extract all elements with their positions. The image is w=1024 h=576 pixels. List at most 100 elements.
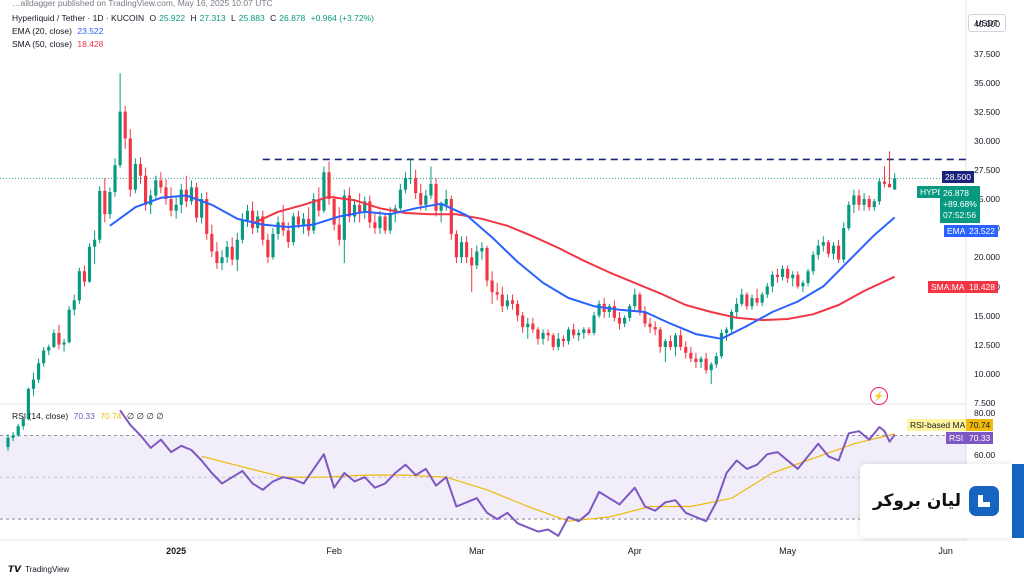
price-tick-label: 35.000 xyxy=(974,77,1000,88)
resistance-level-tag: 28.500 xyxy=(942,171,974,183)
candle-body xyxy=(230,246,234,260)
candle-body xyxy=(847,204,851,229)
open-label: O xyxy=(149,13,157,23)
candle-body xyxy=(475,251,479,266)
candle-body xyxy=(215,251,219,264)
candle-body xyxy=(877,181,881,202)
price-tick-label: 32.500 xyxy=(974,106,1000,117)
rsi-legend-empty-values: ∅ ∅ ∅ ∅ xyxy=(126,411,164,421)
symbol-title[interactable]: Hyperliquid / Tether · 1D · KUCOIN xyxy=(12,13,145,23)
candle-body xyxy=(133,164,137,190)
candle-body xyxy=(643,311,647,324)
candle-body xyxy=(419,193,423,205)
rsi-legend[interactable]: RSI (14, close) 70.33 70.74 ∅ ∅ ∅ ∅ xyxy=(12,410,167,422)
candle-body xyxy=(837,245,841,260)
candle-body xyxy=(480,247,484,252)
candle-body xyxy=(291,216,295,243)
last-price-tag: 26.878 +89.68% 07:52:56 xyxy=(940,186,980,223)
candle-body xyxy=(673,335,678,347)
candle-body xyxy=(755,298,759,303)
candle-body xyxy=(719,332,723,357)
publisher-line: …alldagger published on TradingView.com,… xyxy=(12,0,273,8)
candle-body xyxy=(6,437,10,448)
candle-body xyxy=(337,224,341,240)
candle-body xyxy=(154,180,158,196)
candle-body xyxy=(159,180,163,188)
rsi-ma-line xyxy=(201,433,895,522)
broker-watermark: لیان بروکر xyxy=(860,464,1012,538)
candle-body xyxy=(36,363,41,380)
candle-body xyxy=(164,187,168,200)
candle-body xyxy=(87,246,92,282)
currency-selector[interactable]: USDT xyxy=(968,14,1006,32)
lightning-icon[interactable]: ⚡ xyxy=(870,387,888,405)
candle-body xyxy=(434,183,438,211)
candle-body xyxy=(123,111,127,139)
candle-body xyxy=(424,195,428,205)
candle-body xyxy=(831,245,836,254)
time-tick-label: Apr xyxy=(627,546,642,556)
candle-body xyxy=(352,204,357,217)
time-tick-label: Feb xyxy=(326,546,342,556)
candle-body xyxy=(225,246,229,258)
rsi-tick-label: 60.00 xyxy=(974,450,996,461)
candle-body xyxy=(220,257,224,264)
candle-body xyxy=(740,294,744,304)
ohlc-legend: Hyperliquid / Tether · 1D · KUCOIN O 25.9… xyxy=(12,12,377,24)
ema-legend-value: 23.522 xyxy=(77,26,104,36)
candle-body xyxy=(52,332,56,347)
candle-body xyxy=(684,346,688,353)
high-label: H xyxy=(190,13,197,23)
candle-body xyxy=(786,268,790,279)
candle-body xyxy=(521,315,525,328)
broker-accent-strip xyxy=(1012,464,1024,538)
price-tick-label: 15.000 xyxy=(974,310,1000,321)
candle-body xyxy=(174,204,178,211)
candle-body xyxy=(648,323,652,328)
open-value: 25.922 xyxy=(159,13,186,23)
candle-body xyxy=(31,379,36,389)
candle-body xyxy=(470,257,474,266)
candle-body xyxy=(515,303,520,316)
candle-body xyxy=(775,274,780,278)
last-price: 26.878 xyxy=(943,188,969,198)
price-tick-label: 40.000 xyxy=(974,19,1000,30)
candle-body xyxy=(582,329,586,333)
candle-body xyxy=(694,358,698,363)
candle-body xyxy=(342,195,346,240)
candle-body xyxy=(62,342,66,345)
candle-body xyxy=(42,350,46,364)
rsi-line xyxy=(119,409,896,537)
low-label: L xyxy=(231,13,236,23)
candle-body xyxy=(816,245,820,255)
price-tick-label: 12.500 xyxy=(974,339,1000,350)
candle-body xyxy=(679,335,683,347)
candle-body xyxy=(429,183,433,196)
candle-body xyxy=(72,300,76,310)
candle-body xyxy=(577,332,581,336)
candle-body xyxy=(770,274,774,287)
time-tick-label: 2025 xyxy=(166,546,187,556)
candle-body xyxy=(745,294,749,307)
ema-legend[interactable]: EMA (20, close) 23.522 xyxy=(12,25,106,37)
time-tick-label: May xyxy=(779,546,797,556)
candle-body xyxy=(93,239,97,247)
sma-legend[interactable]: SMA (50, close) 18.428 xyxy=(12,38,106,50)
candle-body xyxy=(597,303,601,316)
candle-body xyxy=(200,199,204,218)
candle-body xyxy=(459,242,464,258)
candle-body xyxy=(388,212,392,231)
candle-body xyxy=(780,268,785,278)
candle-body xyxy=(566,329,571,342)
candle-body xyxy=(617,317,622,324)
candle-body xyxy=(261,216,265,240)
candle-body xyxy=(358,204,362,213)
candle-body xyxy=(862,199,866,205)
ema-name-tag: EMA xyxy=(944,225,969,237)
candle-body xyxy=(801,282,805,287)
candle-body xyxy=(653,327,657,330)
candle-body xyxy=(414,178,418,194)
candle-body xyxy=(628,306,632,318)
candle-body xyxy=(169,199,173,211)
